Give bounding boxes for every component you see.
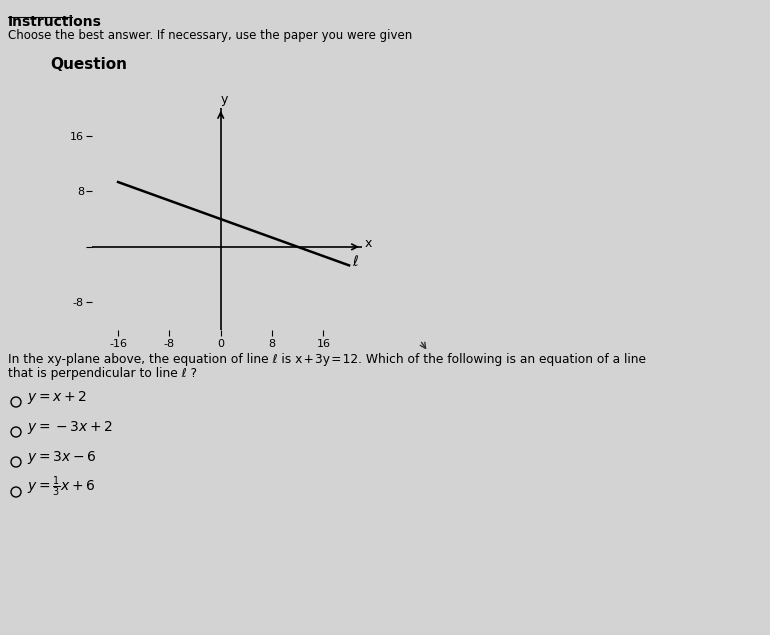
- Text: Instructions: Instructions: [8, 15, 102, 29]
- Text: In the xy-plane above, the equation of line ℓ is x + 3y = 12. Which of the follo: In the xy-plane above, the equation of l…: [8, 353, 646, 366]
- Text: $y = -3x + 2$: $y = -3x + 2$: [27, 418, 113, 436]
- Text: Question: Question: [50, 57, 127, 72]
- Text: ℓ: ℓ: [352, 255, 358, 269]
- Text: $y = x + 2$: $y = x + 2$: [27, 389, 87, 406]
- Text: $y = 3x - 6$: $y = 3x - 6$: [27, 448, 96, 465]
- Text: Choose the best answer. If necessary, use the paper you were given: Choose the best answer. If necessary, us…: [8, 29, 412, 42]
- Text: x: x: [365, 237, 373, 250]
- Text: y: y: [220, 93, 228, 106]
- Text: that is perpendicular to line ℓ ?: that is perpendicular to line ℓ ?: [8, 367, 197, 380]
- Text: $y = \frac{1}{3}x + 6$: $y = \frac{1}{3}x + 6$: [27, 475, 95, 499]
